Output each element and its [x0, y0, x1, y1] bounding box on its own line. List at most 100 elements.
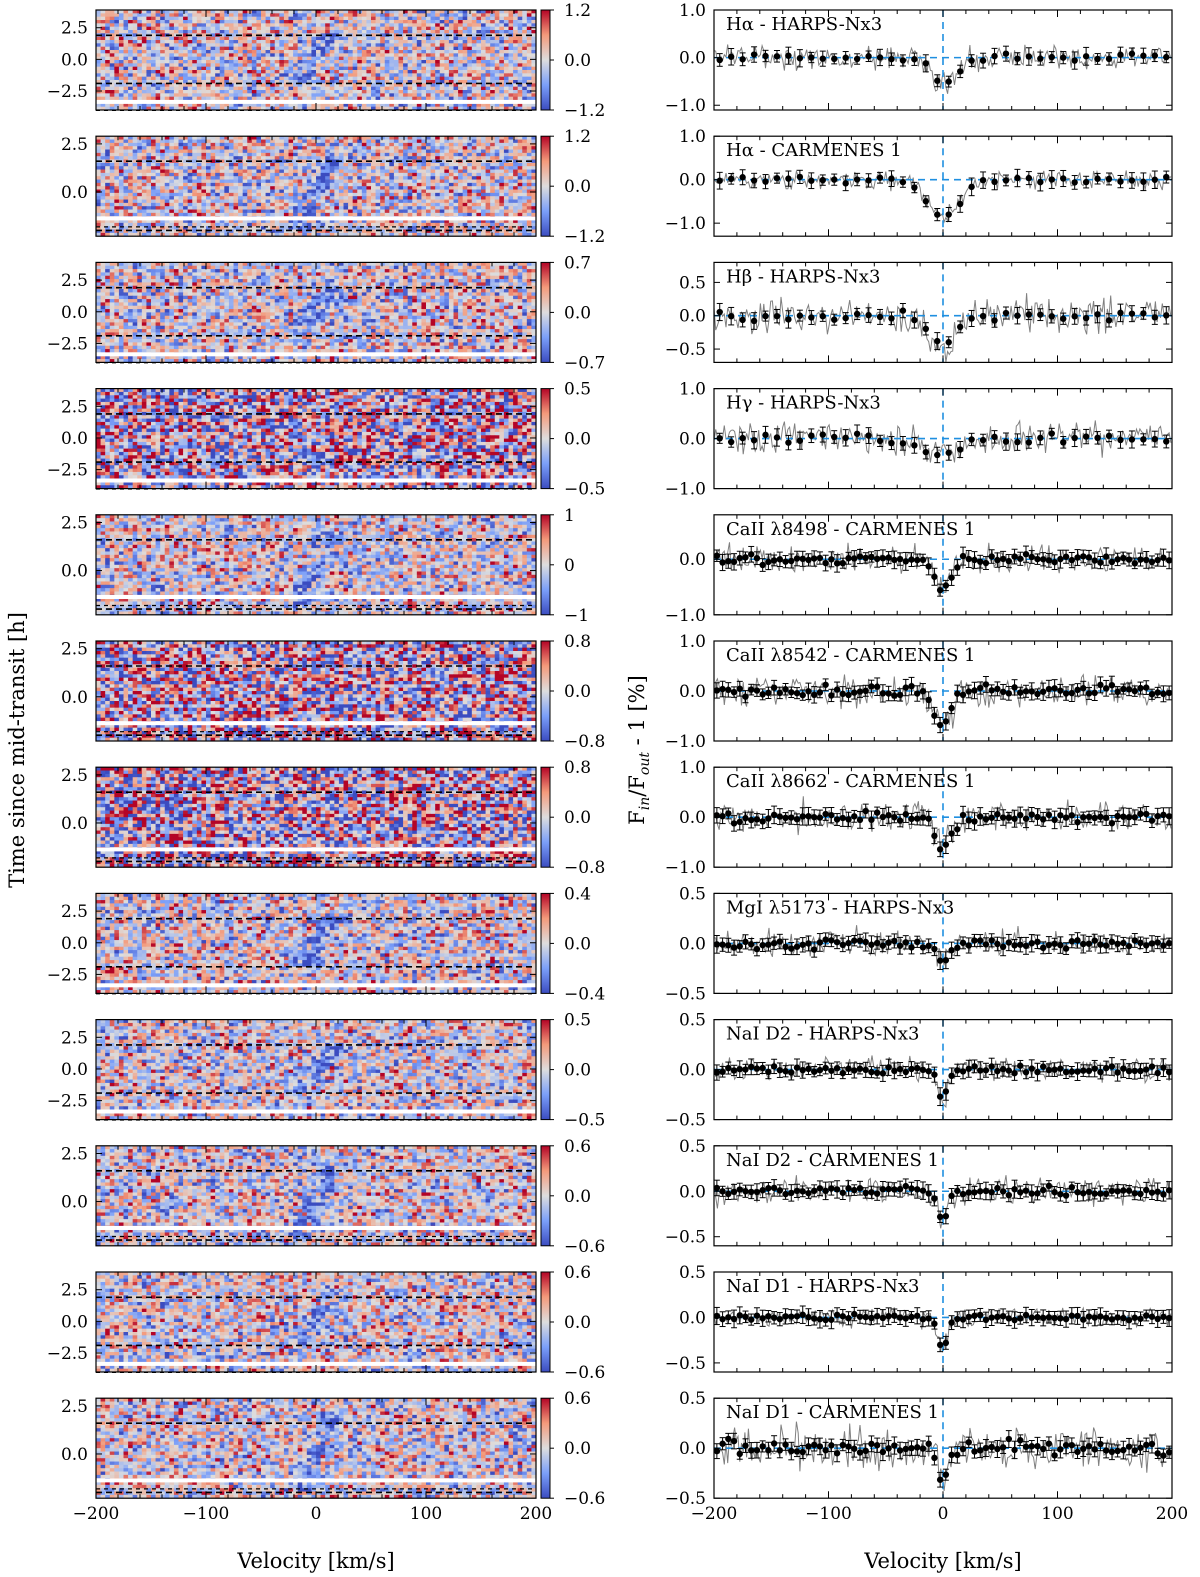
heatmap-cell	[256, 162, 262, 167]
heatmap-cell	[228, 172, 234, 177]
heatmap-cell	[141, 53, 147, 58]
heatmap-cell	[426, 199, 431, 204]
heatmap-cell	[196, 103, 202, 108]
heatmap-cell	[371, 43, 376, 48]
heatmap-cell	[522, 43, 528, 48]
heatmap-cell	[233, 70, 239, 74]
heatmap-cell	[448, 26, 454, 31]
heatmap-cell	[508, 50, 514, 54]
heatmap-cell	[128, 176, 134, 180]
heatmap-cell	[439, 46, 445, 51]
heatmap-cell	[146, 50, 152, 54]
heatmap-cell	[453, 106, 459, 111]
heatmap-cell	[169, 16, 175, 21]
heatmap-cell	[274, 136, 280, 140]
heatmap-cell	[123, 36, 129, 41]
heatmap-cell	[343, 36, 349, 41]
heatmap-cell	[151, 186, 156, 190]
heatmap-cell	[151, 172, 156, 177]
heatmap-cell	[151, 70, 156, 74]
heatmap-cell	[343, 40, 349, 44]
heatmap-cell	[155, 13, 161, 18]
heatmap-cell	[513, 179, 519, 184]
heatmap-cell	[352, 80, 358, 84]
heatmap-cell	[476, 13, 482, 18]
heatmap-cell	[146, 90, 152, 94]
heatmap-cell	[366, 90, 372, 94]
heatmap-cell	[448, 169, 454, 174]
heatmap-cell	[471, 33, 477, 38]
heatmap-cell	[448, 60, 454, 64]
heatmap-cell	[435, 172, 441, 177]
heatmap-cell	[297, 199, 303, 204]
heatmap-cell	[123, 56, 129, 61]
heatmap-cell	[403, 179, 409, 184]
heatmap-cell	[219, 56, 225, 61]
heatmap-cell	[238, 179, 244, 184]
heatmap-cell	[256, 66, 262, 71]
heatmap-cell	[393, 93, 399, 98]
heatmap-cell	[416, 60, 422, 64]
heatmap-cell	[357, 179, 363, 184]
heatmap-cell	[247, 206, 253, 210]
heatmap-cell	[105, 53, 111, 58]
heatmap-cell	[329, 152, 335, 157]
heatmap-cell	[279, 186, 285, 190]
heatmap-cell	[192, 106, 198, 111]
heatmap-cell	[389, 90, 395, 94]
heatmap-cell	[169, 26, 175, 31]
heatmap-cell	[338, 93, 344, 98]
heatmap-cell	[448, 16, 454, 21]
heatmap-cell	[132, 53, 138, 58]
heatmap-cell	[416, 149, 422, 154]
heatmap-cell	[494, 149, 500, 154]
heatmap-cell	[196, 16, 202, 21]
heatmap-cell	[238, 20, 244, 24]
heatmap-cell	[105, 103, 111, 108]
heatmap-cell	[238, 70, 244, 74]
heatmap-cell	[164, 63, 170, 68]
heatmap-cell	[325, 53, 331, 58]
heatmap-cell	[366, 63, 372, 68]
heatmap-cell	[325, 86, 331, 91]
heatmap-cell	[311, 70, 317, 74]
heatmap-cell	[256, 199, 262, 204]
heatmap-cell	[513, 186, 519, 190]
heatmap-cell	[389, 30, 395, 34]
heatmap-cell	[352, 23, 358, 28]
heatmap-cell	[164, 172, 170, 177]
heatmap-cell	[371, 66, 376, 71]
heatmap-cell	[471, 53, 477, 58]
heatmap-cell	[471, 179, 477, 184]
heatmap-cell	[279, 189, 285, 194]
heatmap-cell	[274, 166, 280, 170]
heatmap-cell	[228, 139, 234, 144]
heatmap-cell	[494, 186, 500, 190]
heatmap-cell	[196, 73, 202, 78]
heatmap-cell	[334, 10, 340, 14]
heatmap-cell	[187, 76, 193, 81]
heatmap-cell	[164, 139, 170, 144]
heatmap-cell	[375, 162, 381, 167]
heatmap-cell	[325, 80, 331, 84]
heatmap-cell	[320, 23, 326, 28]
heatmap-cell	[137, 30, 143, 34]
heatmap-cell	[128, 179, 134, 184]
heatmap-cell	[151, 202, 156, 207]
heatmap-cell	[196, 199, 202, 204]
heatmap-cell	[164, 192, 170, 197]
heatmap-cell	[233, 96, 239, 101]
heatmap-cell	[471, 189, 477, 194]
heatmap-cell	[320, 50, 326, 54]
heatmap-cell	[453, 30, 459, 34]
heatmap-cell	[467, 86, 473, 91]
heatmap-cell	[508, 202, 514, 207]
heatmap-cell	[453, 86, 459, 91]
heatmap-cell	[513, 53, 519, 58]
heatmap-cell	[348, 70, 354, 74]
heatmap-cell	[224, 156, 230, 160]
heatmap-cell	[407, 83, 413, 88]
heatmap-cell	[444, 73, 450, 78]
heatmap-cell	[357, 162, 363, 167]
heatmap-cell	[503, 56, 509, 61]
